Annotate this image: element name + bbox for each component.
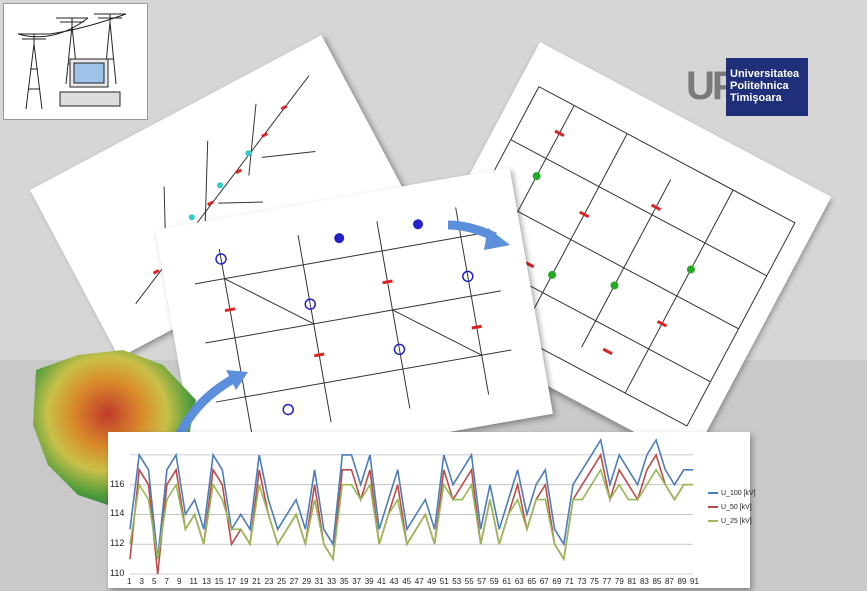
x-tick-label: 19 xyxy=(239,577,249,586)
legend-swatch xyxy=(708,520,718,523)
x-tick-label: 5 xyxy=(152,577,157,586)
x-tick-label: 31 xyxy=(314,577,324,586)
x-tick-label: 7 xyxy=(164,577,169,586)
mesh-network-graphic-right xyxy=(430,86,796,427)
x-tick-label: 75 xyxy=(589,577,599,586)
x-tick-label: 41 xyxy=(377,577,387,586)
arrow-head-right-icon xyxy=(484,228,510,250)
x-tick-label: 27 xyxy=(289,577,299,586)
x-tick-label: 83 xyxy=(639,577,649,586)
upt-logo-textbox: Universitatea Politehnica Timişoara xyxy=(726,58,808,116)
x-tick-label: 51 xyxy=(439,577,449,586)
legend-entry: U_25 [kV] xyxy=(708,515,756,529)
legend-entry: U_100 [kV] xyxy=(708,487,756,501)
x-tick-label: 89 xyxy=(677,577,687,586)
x-tick-label: 21 xyxy=(252,577,262,586)
x-tick-label: 43 xyxy=(389,577,399,586)
x-tick-label: 85 xyxy=(652,577,662,586)
mesh-network-diagram-center xyxy=(155,167,553,477)
upt-logo-line1: Universitatea xyxy=(730,68,800,80)
x-tick-label: 15 xyxy=(214,577,224,586)
voltage-line-chart: 110 112 114 116 1 3 5 7 9 11 13 15 17 19 21 23 25 27 29 31… xyxy=(108,432,756,588)
x-tick-label: 57 xyxy=(477,577,487,586)
x-tick-label: 79 xyxy=(614,577,624,586)
x-tick-label: 69 xyxy=(552,577,562,586)
y-tick-label: 116 xyxy=(110,478,125,489)
x-tick-label: 37 xyxy=(352,577,362,586)
legend-label: U_25 [kV] xyxy=(721,518,752,525)
x-tick-label: 81 xyxy=(627,577,637,586)
x-tick-label: 29 xyxy=(302,577,312,586)
voltage-chart-svg xyxy=(129,437,693,575)
y-tick-label: 114 xyxy=(110,508,125,519)
legend-swatch xyxy=(708,506,718,509)
x-tick-label: 63 xyxy=(514,577,524,586)
x-tick-label: 87 xyxy=(664,577,674,586)
legend-label: U_50 [kV] xyxy=(721,504,752,511)
transmission-tower-illustration xyxy=(3,3,148,120)
x-tick-label: 67 xyxy=(539,577,549,586)
x-tick-label: 39 xyxy=(364,577,374,586)
x-tick-label: 23 xyxy=(264,577,274,586)
x-tick-label: 45 xyxy=(402,577,412,586)
tower-computer-icon xyxy=(17,13,127,110)
x-tick-label: 49 xyxy=(427,577,437,586)
x-tick-label: 11 xyxy=(189,577,198,586)
series-line-0 xyxy=(129,437,693,560)
legend-label: U_100 [kV] xyxy=(721,490,756,497)
x-tick-label: 25 xyxy=(277,577,287,586)
y-tick-label: 110 xyxy=(110,568,125,578)
mesh-network-diagram-right xyxy=(399,42,832,462)
mesh-network-graphic-center xyxy=(194,207,512,437)
arrow-head-left-icon xyxy=(226,370,248,390)
x-tick-label: 17 xyxy=(227,577,236,586)
x-tick-label: 71 xyxy=(564,577,574,586)
x-tick-label: 35 xyxy=(339,577,349,586)
x-tick-label: 77 xyxy=(602,577,612,586)
x-tick-label: 73 xyxy=(577,577,587,586)
upt-logo-line3: Timişoara xyxy=(730,92,782,104)
x-tick-label: 59 xyxy=(489,577,499,586)
legend-entry: U_50 [kV] xyxy=(708,501,756,515)
x-tick-label: 3 xyxy=(139,577,144,586)
series-line-2 xyxy=(129,467,693,562)
legend-swatch xyxy=(708,492,718,495)
x-tick-label: 53 xyxy=(452,577,462,586)
upt-logo: UPT Universitatea Politehnica Timişoara xyxy=(686,58,808,116)
chart-legend: U_100 [kV] U_50 [kV] U_25 [kV] xyxy=(708,487,756,529)
x-tick-label: 13 xyxy=(202,577,211,586)
x-tick-label: 33 xyxy=(327,577,337,586)
y-tick-label: 112 xyxy=(110,538,125,549)
x-tick-label: 47 xyxy=(414,577,424,586)
x-tick-label: 1 xyxy=(127,577,132,586)
x-tick-label: 65 xyxy=(527,577,537,586)
x-tick-label: 55 xyxy=(464,577,474,586)
x-tick-label: 91 xyxy=(690,577,699,586)
x-tick-label: 9 xyxy=(177,577,182,586)
x-tick-label: 61 xyxy=(502,577,512,586)
upt-logo-line2: Politehnica xyxy=(730,80,789,92)
